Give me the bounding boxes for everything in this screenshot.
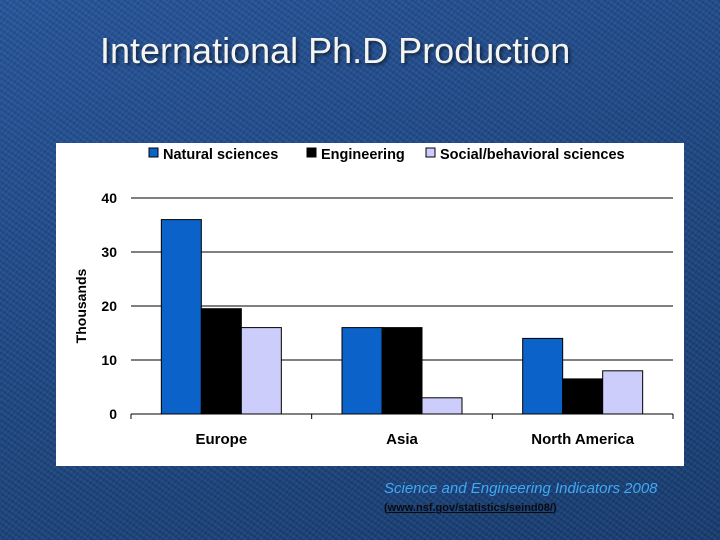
source-citation: Science and Engineering Indicators 2008 (384, 480, 658, 497)
bar-social-behavioral-sciences (602, 370, 644, 415)
y-tick-label: 20 (101, 298, 117, 314)
legend-label-social-behavioral-sciences: Social/behavioral sciences (440, 147, 625, 163)
legend-label-natural-sciences: Natural sciences (163, 147, 278, 163)
bar-engineering (562, 378, 604, 415)
source-url-line: (www.nsf.gov/statistics/seind08/) (384, 502, 557, 514)
x-tick-label: Europe (195, 431, 247, 448)
y-tick-label: 30 (101, 244, 117, 260)
x-tick-label: Asia (386, 431, 418, 448)
chart-panel: 0 10 20 30 40 Thousands Europe Asia North Americ… (56, 143, 684, 466)
bar-engineering (200, 308, 242, 415)
close-paren: ) (552, 502, 557, 514)
bar-natural-sciences (522, 337, 564, 415)
y-tick-label: 10 (101, 352, 117, 368)
bar-natural-sciences (341, 327, 383, 415)
y-tick-label: 0 (109, 406, 117, 422)
bar-social-behavioral-sciences (240, 327, 282, 415)
legend-swatch-social-behavioral-sciences (425, 147, 436, 158)
bar-natural-sciences (160, 219, 202, 415)
source-url-link[interactable]: www.nsf.gov/statistics/seind08/ (387, 502, 553, 514)
legend-swatch-engineering (306, 147, 317, 158)
bar-social-behavioral-sciences (421, 397, 463, 415)
legend-swatch-natural-sciences (148, 147, 159, 158)
y-axis-label: Thousands (73, 268, 89, 343)
bar-engineering (381, 327, 423, 415)
bar-chart: 0 10 20 30 40 Thousands Europe Asia North Americ… (73, 147, 674, 448)
open-paren: ( (384, 502, 388, 514)
slide-title: International Ph.D Production (100, 30, 571, 71)
x-tick-label: North America (531, 431, 634, 448)
legend-label-engineering: Engineering (321, 147, 405, 163)
y-tick-label: 40 (101, 190, 117, 206)
